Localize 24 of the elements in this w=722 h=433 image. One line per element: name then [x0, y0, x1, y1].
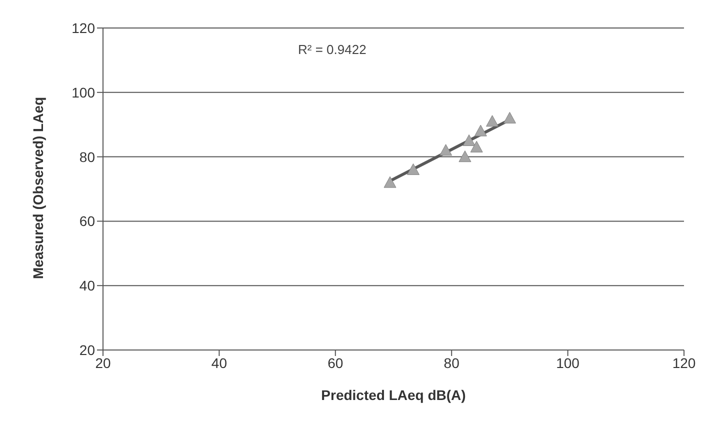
point	[384, 176, 396, 188]
point	[462, 134, 476, 146]
point	[458, 150, 472, 162]
x-tick-label: 100	[556, 354, 580, 371]
y-tick-label: 20	[79, 342, 96, 358]
y-axis-title: Measured (Observed) LAeq	[30, 96, 46, 279]
x-tick-label: 120	[672, 354, 696, 371]
y-tick-label: 100	[72, 84, 96, 100]
point	[470, 140, 483, 152]
y-tick-label: 60	[79, 213, 96, 230]
point	[503, 112, 516, 124]
y-tick-label: 80	[79, 148, 96, 165]
y-tick-label: 40	[79, 278, 96, 294]
x-tick-label: 20	[95, 354, 111, 371]
point	[407, 163, 420, 175]
y-tick-label: 120	[72, 20, 96, 36]
point	[474, 124, 487, 136]
point	[440, 144, 452, 156]
x-axis-title: Predicted LAeq dB(A)	[321, 387, 466, 403]
x-tick-label: 60	[328, 354, 344, 371]
x-tick-label: 80	[444, 354, 460, 371]
point	[486, 115, 499, 127]
x-tick-label: 40	[211, 354, 228, 371]
annotation: R² = 0.9422	[298, 42, 366, 57]
